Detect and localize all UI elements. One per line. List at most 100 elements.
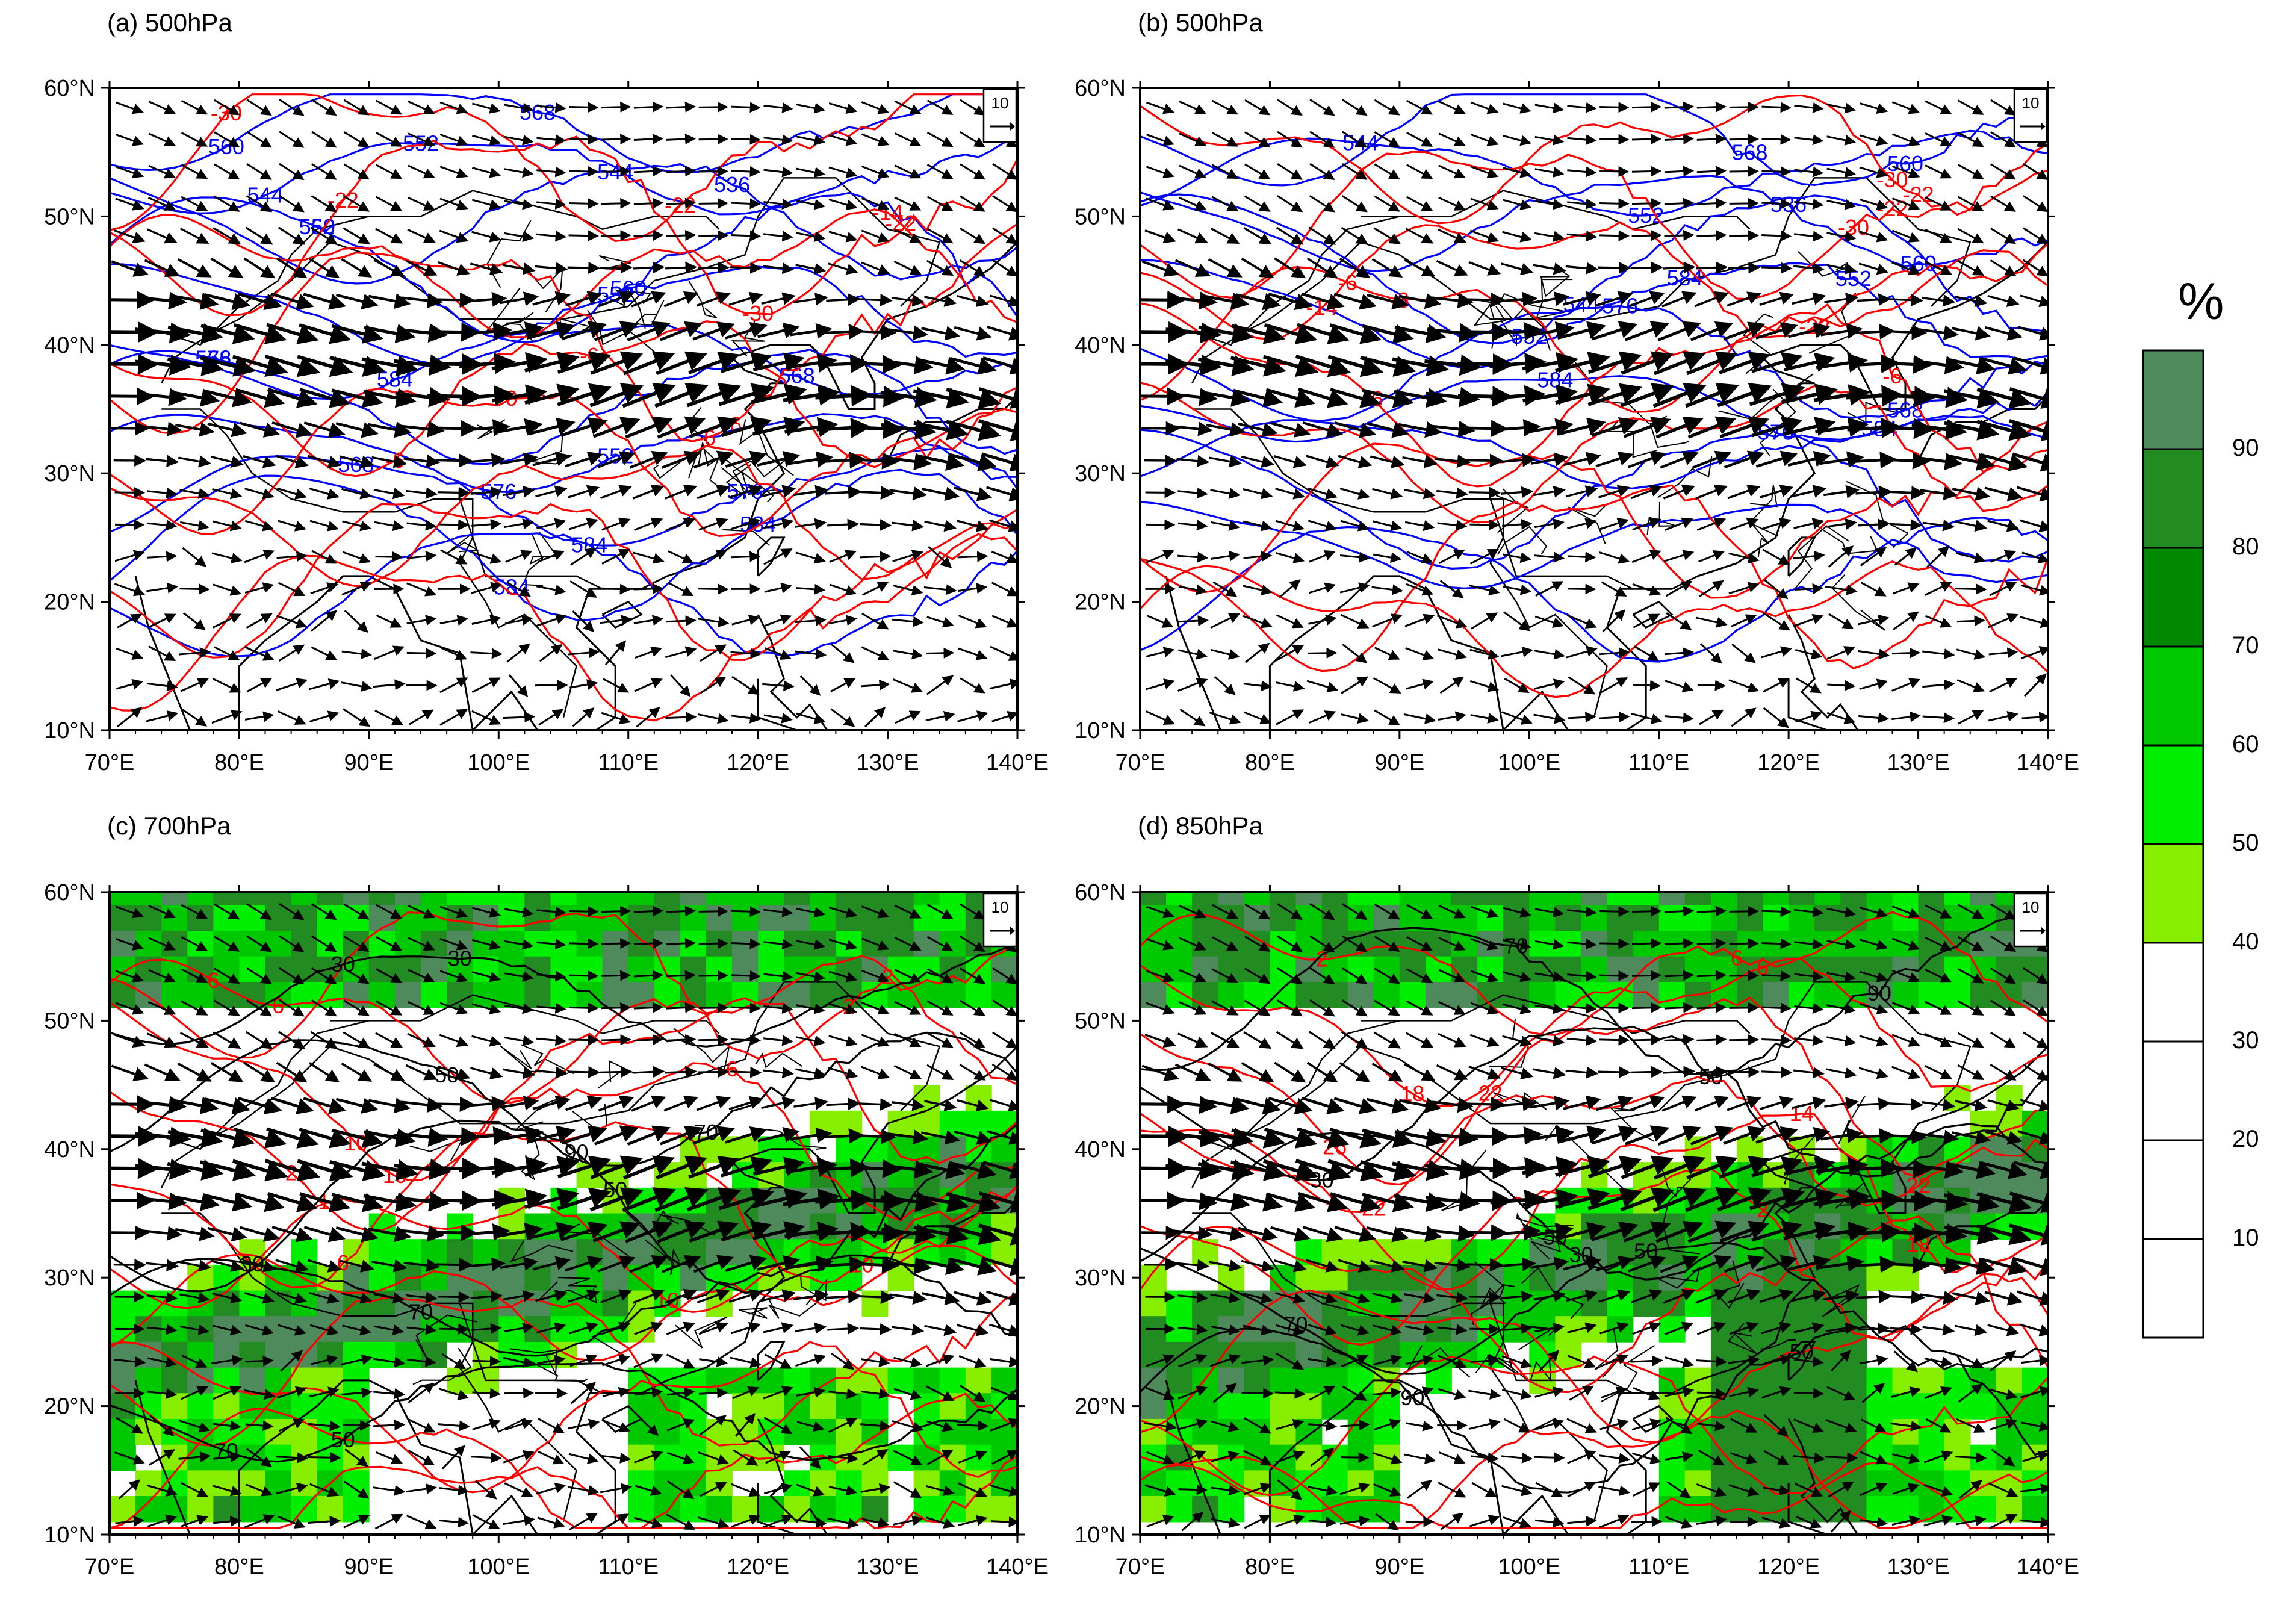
wind-arrow xyxy=(1502,231,1532,243)
wind-arrow xyxy=(1592,321,1638,341)
wind-arrow xyxy=(698,197,728,209)
contour-label: -22 xyxy=(885,211,916,235)
wind-arrow xyxy=(1555,383,1610,405)
wind-arrow xyxy=(1984,1291,2023,1306)
wind-arrow xyxy=(170,388,220,407)
wind-arrow xyxy=(243,257,276,279)
wind-arrow xyxy=(204,293,250,311)
rh-cell xyxy=(1295,1393,1323,1420)
wind-arrow xyxy=(343,163,370,180)
wind-arrow xyxy=(954,326,992,341)
coastline xyxy=(1787,614,1859,730)
lon-tick-label: 90°E xyxy=(344,750,394,775)
rh-cell xyxy=(187,905,214,931)
wind-arrow xyxy=(926,228,954,244)
reference-vector-label: 10 xyxy=(2022,898,2040,916)
wind-arrow xyxy=(276,678,308,691)
wind-arrow xyxy=(765,647,792,660)
wind-arrow xyxy=(1468,486,1501,499)
wind-arrow xyxy=(1922,679,1955,691)
wind-arrow xyxy=(960,677,985,694)
wind-arrow xyxy=(467,291,507,307)
wind-arrow xyxy=(1436,259,1468,276)
rh-cell xyxy=(1503,1264,1530,1291)
wind-arrow xyxy=(1664,680,1694,692)
wind-arrow xyxy=(892,616,924,627)
wind-arrow xyxy=(601,938,631,949)
wind-arrow xyxy=(1891,133,1920,146)
wind-arrow xyxy=(1566,1418,1597,1433)
wind-arrow xyxy=(989,294,1017,308)
wind-arrow xyxy=(1372,488,1403,500)
rh-cell xyxy=(576,956,603,983)
contour-label: -22 xyxy=(1876,196,1908,221)
wind-arrow xyxy=(889,1290,928,1305)
wind-arrow xyxy=(1308,615,1337,626)
wind-arrow xyxy=(1887,486,1926,500)
wind-arrow xyxy=(1729,166,1759,177)
wind-arrow xyxy=(1268,293,1313,311)
wind-arrow xyxy=(399,420,445,438)
wind-arrow xyxy=(376,99,403,115)
colorbar-tick-label: 90 xyxy=(2232,435,2259,461)
wind-arrow xyxy=(1956,679,1985,692)
rh-cell xyxy=(1918,1136,1945,1163)
rh-cell xyxy=(1347,1418,1374,1445)
rh-cell xyxy=(965,1367,992,1394)
rh-cell xyxy=(654,956,681,983)
rh-cell xyxy=(239,1393,266,1420)
contour-label: 2 xyxy=(285,1161,297,1185)
rh-cell xyxy=(368,956,396,983)
wind-arrow xyxy=(244,520,275,532)
wind-arrow xyxy=(1664,647,1695,659)
wind-arrow xyxy=(601,517,631,531)
wind-arrow xyxy=(1214,675,1236,695)
wind-arrow xyxy=(718,383,775,406)
wind-arrow xyxy=(435,453,473,468)
wind-arrow xyxy=(567,1418,600,1430)
wind-arrow xyxy=(244,488,275,500)
wind-arrow xyxy=(1241,258,1274,278)
rh-cell xyxy=(1840,1418,1867,1445)
wind-arrow xyxy=(276,551,308,562)
rh-cell xyxy=(939,1495,966,1523)
rh-cell xyxy=(1814,1393,1841,1420)
wind-arrow xyxy=(829,583,857,596)
wind-arrow xyxy=(1211,196,1239,211)
wind-arrow xyxy=(1813,384,1871,406)
wind-arrow xyxy=(1141,260,1180,277)
wind-arrow xyxy=(138,388,188,406)
province-line xyxy=(1657,455,1713,498)
rh-cell xyxy=(1555,905,1582,931)
wind-arrow xyxy=(308,1062,340,1082)
wind-arrow xyxy=(796,231,826,242)
rh-cell xyxy=(1918,1367,1945,1394)
wind-arrow xyxy=(1244,1515,1271,1529)
wind-arrow xyxy=(1438,1451,1466,1465)
rh-cell xyxy=(1321,1367,1348,1394)
wind-arrow xyxy=(1438,1032,1466,1048)
wind-arrow xyxy=(374,1513,403,1530)
wind-arrow xyxy=(1761,1002,1792,1014)
rh-cell xyxy=(861,1470,889,1497)
wind-arrow xyxy=(1279,579,1301,598)
wind-arrow xyxy=(861,646,890,660)
contour-line xyxy=(1140,420,2048,599)
rh-cell xyxy=(1996,1085,2023,1111)
reference-vector-label: 10 xyxy=(2022,94,2040,112)
wind-arrow xyxy=(861,101,890,114)
wind-arrow xyxy=(1598,712,1630,723)
wind-arrow xyxy=(309,678,340,691)
wind-arrow xyxy=(2023,163,2048,180)
wind-arrow xyxy=(211,552,243,563)
wind-arrow xyxy=(757,322,800,338)
wind-arrow xyxy=(1276,226,1304,245)
wind-arrow xyxy=(1891,165,1920,179)
wind-arrow xyxy=(528,321,576,340)
wind-arrow xyxy=(212,488,243,500)
wind-arrow xyxy=(408,132,435,146)
wind-arrow xyxy=(926,131,954,147)
rh-cell xyxy=(706,956,733,983)
wind-arrow xyxy=(115,134,144,146)
wind-arrow xyxy=(407,1032,436,1048)
